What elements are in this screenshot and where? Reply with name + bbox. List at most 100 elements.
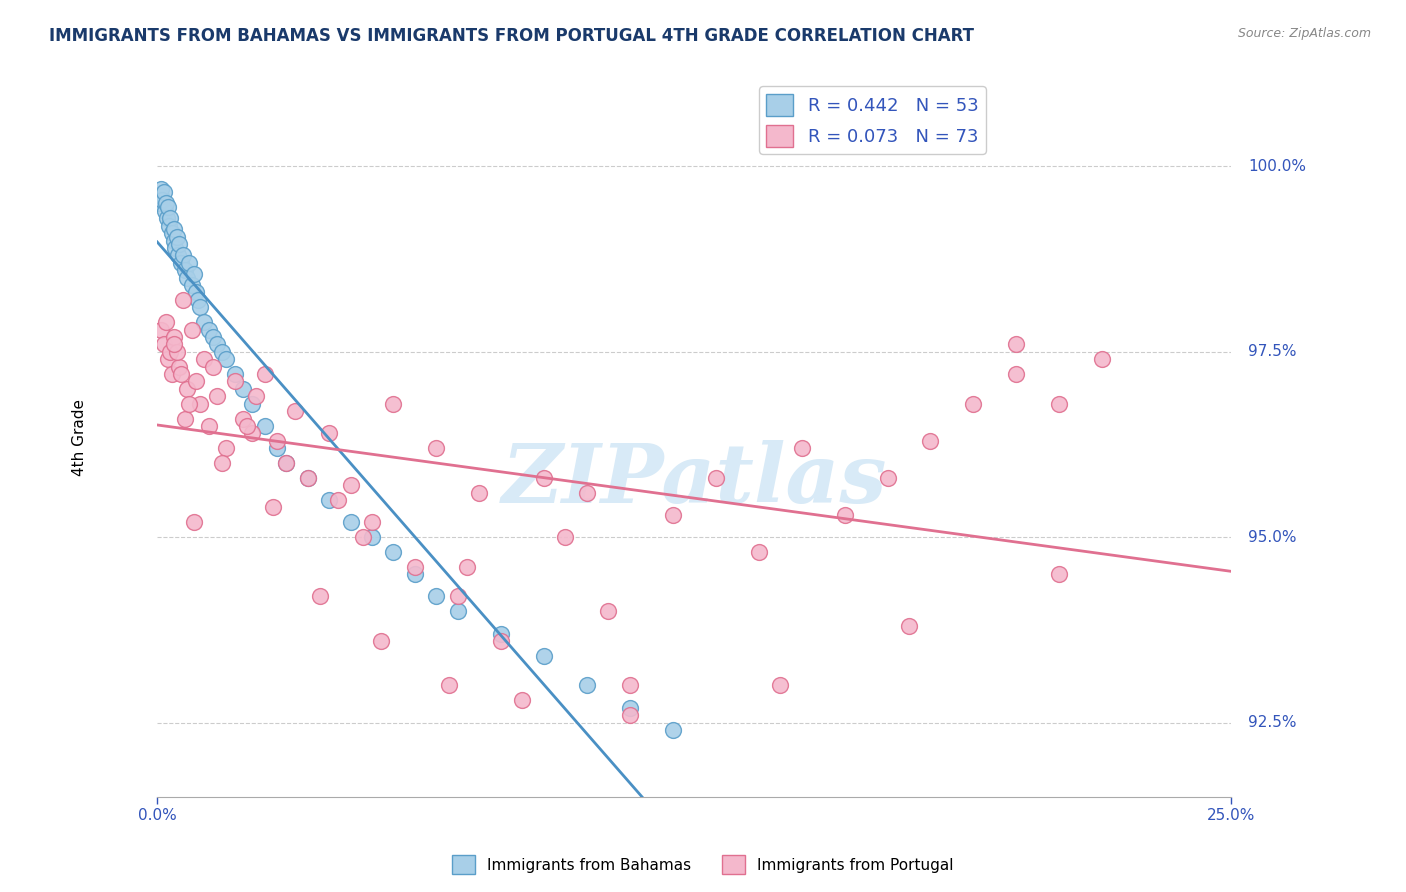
Text: Source: ZipAtlas.com: Source: ZipAtlas.com (1237, 27, 1371, 40)
Point (153, 203, 176, 218)
Point (920, 434, 942, 448)
Point (176, 270, 198, 285)
Point (150, 182, 173, 196)
Point (163, 222, 186, 236)
Point (297, 471, 319, 485)
Text: 92.5%: 92.5% (1249, 715, 1296, 730)
Point (172, 248, 194, 262)
Point (152, 337, 174, 351)
Point (152, 186, 174, 200)
Point (790, 441, 813, 455)
Point (159, 344, 181, 359)
Point (326, 493, 349, 508)
Point (162, 337, 184, 351)
Point (619, 700, 641, 714)
Text: IMMIGRANTS FROM BAHAMAS VS IMMIGRANTS FROM PORTUGAL 4TH GRADE CORRELATION CHART: IMMIGRANTS FROM BAHAMAS VS IMMIGRANTS FR… (49, 27, 974, 45)
Point (661, 723, 683, 737)
Point (236, 419, 259, 434)
Point (370, 634, 392, 648)
Point (318, 493, 340, 508)
Point (339, 516, 361, 530)
Point (157, 219, 180, 233)
Point (149, 189, 172, 203)
Point (1047, 397, 1070, 411)
Legend: R = 0.442   N = 53, R = 0.073   N = 73: R = 0.442 N = 53, R = 0.073 N = 73 (759, 87, 986, 154)
Point (898, 619, 921, 633)
Point (704, 471, 727, 485)
Point (382, 545, 405, 559)
Point (266, 441, 288, 455)
Point (274, 456, 297, 470)
Point (232, 411, 254, 425)
Point (163, 330, 186, 344)
Text: 4th Grade: 4th Grade (72, 399, 87, 475)
Point (180, 322, 202, 336)
Point (512, 693, 534, 707)
Point (202, 359, 225, 374)
Point (232, 382, 254, 396)
Point (150, 322, 173, 336)
Point (240, 397, 263, 411)
Point (834, 508, 856, 522)
Point (170, 367, 193, 381)
Point (489, 634, 512, 648)
Point (211, 344, 233, 359)
Text: 95.0%: 95.0% (1249, 530, 1296, 545)
Point (240, 426, 263, 441)
Point (1005, 367, 1028, 381)
Point (274, 456, 297, 470)
Point (619, 678, 641, 692)
Point (188, 301, 211, 315)
Point (167, 237, 190, 252)
Point (439, 678, 461, 692)
Point (318, 426, 340, 441)
Text: ZIPatlas: ZIPatlas (502, 441, 887, 520)
Point (769, 678, 792, 692)
Point (339, 478, 361, 492)
Point (160, 367, 183, 381)
Point (193, 352, 215, 367)
Point (661, 508, 683, 522)
Point (166, 248, 188, 262)
Point (184, 375, 207, 389)
Point (179, 256, 201, 270)
Text: 100.0%: 100.0% (1249, 159, 1306, 174)
Point (297, 471, 319, 485)
Point (533, 648, 555, 663)
Point (224, 367, 246, 381)
Point (156, 352, 179, 367)
Point (1047, 567, 1070, 582)
Point (468, 485, 491, 500)
Point (207, 389, 229, 403)
Point (361, 516, 384, 530)
Point (619, 708, 641, 723)
Point (174, 411, 197, 425)
Point (150, 193, 173, 207)
Point (197, 322, 219, 336)
Point (188, 397, 211, 411)
Point (598, 604, 620, 618)
Point (156, 200, 179, 214)
Point (575, 678, 598, 692)
Point (187, 293, 209, 307)
Point (215, 352, 238, 367)
Point (184, 285, 207, 300)
Point (447, 604, 470, 618)
Point (748, 545, 770, 559)
Point (183, 516, 205, 530)
Point (215, 441, 238, 455)
Point (425, 590, 447, 604)
Point (361, 530, 384, 544)
Point (179, 397, 201, 411)
Point (224, 375, 246, 389)
Legend: Immigrants from Bahamas, Immigrants from Portugal: Immigrants from Bahamas, Immigrants from… (446, 849, 960, 880)
Text: 97.5%: 97.5% (1249, 344, 1296, 359)
Point (156, 211, 179, 226)
Point (167, 359, 190, 374)
Point (253, 419, 276, 434)
Point (404, 567, 426, 582)
Point (425, 441, 447, 455)
Point (202, 330, 225, 344)
Point (1091, 352, 1114, 367)
Point (155, 315, 177, 329)
